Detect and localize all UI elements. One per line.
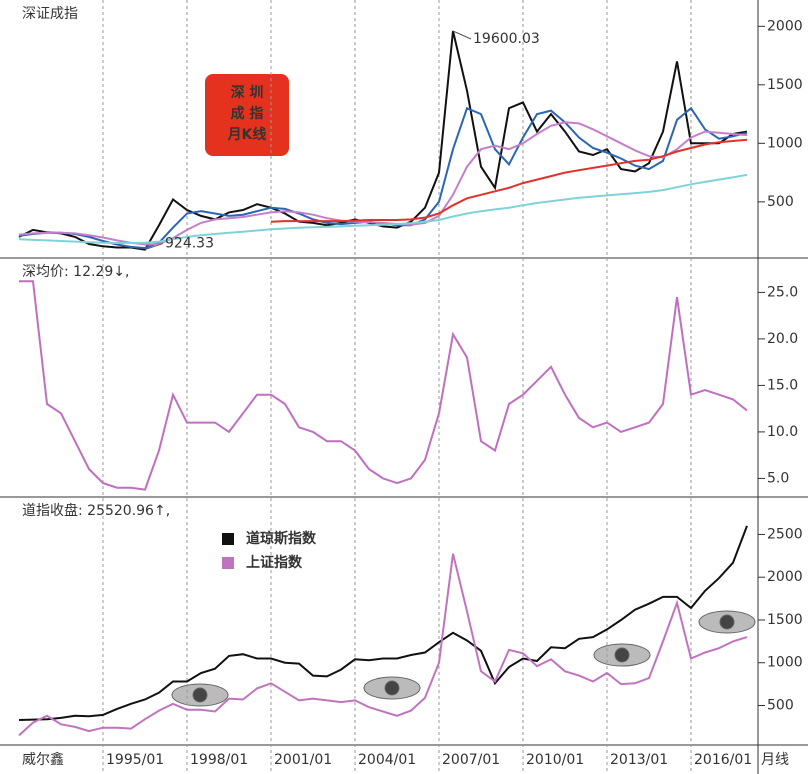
y-tick-label: 20.0 <box>767 331 798 347</box>
x-tick-label: 2004/01 <box>358 752 416 768</box>
badge <box>205 74 289 156</box>
x-tick-label: 2013/01 <box>610 752 668 768</box>
x-tick-label: 2001/01 <box>274 752 332 768</box>
legend-swatch <box>222 533 234 545</box>
series-line <box>18 525 748 721</box>
panel-title: 深证成指 <box>22 6 78 22</box>
x-tick-label: 1995/01 <box>106 752 164 768</box>
y-tick-label: 25.0 <box>767 284 798 300</box>
eye <box>192 687 208 703</box>
panel-title: 道指收盘: 25520.96↑, <box>22 502 170 519</box>
y-tick-label: 500 <box>767 194 794 210</box>
eye <box>384 680 400 696</box>
series-line <box>18 173 748 244</box>
x-tick-label: 2016/01 <box>694 752 752 768</box>
legend-label: 上证指数 <box>246 554 303 571</box>
series-line <box>18 121 748 246</box>
eye <box>719 614 735 630</box>
legend-swatch <box>222 557 234 569</box>
x-tick-label: 1998/01 <box>190 752 248 768</box>
y-tick-label: 500 <box>767 697 794 713</box>
annotation: 19600.03 <box>473 31 540 47</box>
brand: 威尔鑫 <box>22 751 64 768</box>
y-tick-label: 1500 <box>767 77 803 93</box>
annotation: 924.33 <box>165 236 214 252</box>
decorative-eyes <box>171 610 756 707</box>
series-line <box>270 138 748 223</box>
annotation-leader <box>452 30 472 40</box>
badge-text: 深 圳 <box>231 84 264 101</box>
legend-label: 道琼斯指数 <box>246 530 317 547</box>
badge-text: 月K线 <box>227 126 267 143</box>
y-tick-label: 10.0 <box>767 424 798 440</box>
y-tick-label: 2500 <box>767 526 803 542</box>
y-tick-label: 1000 <box>767 655 803 671</box>
period-label: 月线 <box>761 752 789 768</box>
y-tick-label: 1500 <box>767 612 803 628</box>
series-line <box>19 280 748 491</box>
series-line <box>18 553 748 737</box>
badge-text: 成 指 <box>231 105 264 122</box>
y-tick-label: 2000 <box>767 569 803 585</box>
panel-title: 深均价: 12.29↓, <box>22 264 129 280</box>
y-tick-label: 2000 <box>767 18 803 34</box>
y-tick-label: 1000 <box>767 135 803 151</box>
x-tick-label: 2010/01 <box>526 752 584 768</box>
series-line <box>18 30 748 251</box>
annotation-leader <box>144 243 164 251</box>
x-tick-label: 2007/01 <box>442 752 500 768</box>
y-tick-label: 15.0 <box>767 377 798 393</box>
eye <box>614 647 630 663</box>
y-tick-label: 5.0 <box>767 470 789 486</box>
